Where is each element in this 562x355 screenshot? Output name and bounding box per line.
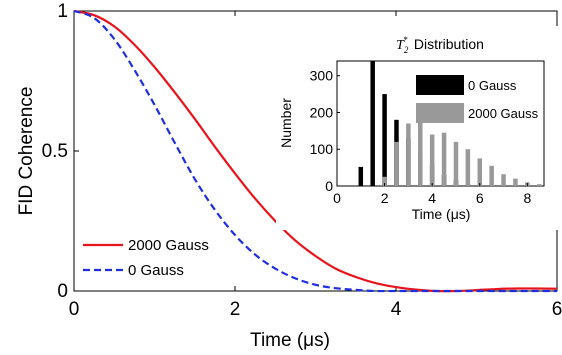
inset-legend-swatch bbox=[416, 103, 464, 123]
main-xtick-label: 4 bbox=[391, 299, 402, 320]
inset-xtick-label: 4 bbox=[428, 190, 436, 206]
inset-legend-label: 0 Gauss bbox=[468, 78, 517, 93]
histogram-bar bbox=[489, 165, 494, 186]
inset-title: T2* Distribution bbox=[396, 35, 484, 55]
main-xtick-label: 6 bbox=[552, 299, 562, 320]
inset-xtick-label: 6 bbox=[476, 190, 484, 206]
histogram-bar bbox=[477, 158, 483, 186]
histogram-bar bbox=[536, 184, 542, 186]
inset-bars bbox=[358, 61, 542, 186]
series-line-0-gauss bbox=[73, 9, 557, 293]
histogram-bar bbox=[358, 166, 364, 186]
main-series bbox=[73, 9, 558, 293]
main-xlabel: Time (μs) bbox=[250, 330, 330, 351]
inset-ticks: 0 2 4 6 8 0 100 200 300 bbox=[310, 68, 532, 206]
histogram-bar bbox=[394, 141, 399, 186]
histogram-bar bbox=[501, 174, 506, 186]
inset-ytick-label: 100 bbox=[310, 141, 334, 157]
histogram-bar bbox=[429, 134, 435, 186]
main-ylabel: FID Coherence bbox=[16, 87, 37, 216]
inset-legend: 0 Gauss 2000 Gauss bbox=[416, 75, 539, 123]
inset-ylabel: Number bbox=[278, 98, 294, 148]
histogram-bar bbox=[513, 178, 518, 186]
histogram-bar bbox=[453, 141, 459, 186]
histogram-bar bbox=[406, 123, 411, 186]
inset-xlabel: Time (μs) bbox=[412, 206, 471, 222]
series-line-2000-gauss bbox=[73, 9, 558, 293]
main-ytick-label: 1 bbox=[57, 1, 68, 22]
inset-histogram: T2* Distribution 0 2 4 6 8 0 100 200 300 Number T… bbox=[276, 26, 558, 230]
main-ticks: 0 2 4 6 0 0.5 1 bbox=[42, 1, 562, 320]
legend-label: 0 Gauss bbox=[128, 262, 184, 279]
inset-ytick-label: 0 bbox=[325, 178, 333, 194]
histogram-bar bbox=[370, 61, 375, 186]
inset-legend-swatch bbox=[416, 75, 464, 95]
main-xtick-label: 2 bbox=[230, 299, 241, 320]
histogram-bar bbox=[418, 119, 423, 186]
inset-ytick-label: 200 bbox=[310, 104, 334, 120]
inset-xtick-label: 8 bbox=[523, 190, 531, 206]
inset-xtick-label: 0 bbox=[333, 190, 341, 206]
main-ytick-label: 0.5 bbox=[42, 141, 68, 162]
legend-label: 2000 Gauss bbox=[128, 237, 209, 254]
inset-xtick-label: 2 bbox=[381, 190, 389, 206]
inset-ytick-label: 300 bbox=[310, 68, 334, 84]
main-legend: 2000 Gauss 0 Gauss bbox=[83, 237, 209, 279]
histogram-bar bbox=[465, 149, 471, 186]
main-ytick-label: 0 bbox=[57, 281, 68, 302]
inset-legend-label: 2000 Gauss bbox=[468, 106, 539, 121]
histogram-bar bbox=[441, 132, 447, 186]
histogram-bar bbox=[382, 94, 387, 186]
main-xtick-label: 0 bbox=[69, 299, 80, 320]
histogram-bar bbox=[382, 176, 387, 186]
